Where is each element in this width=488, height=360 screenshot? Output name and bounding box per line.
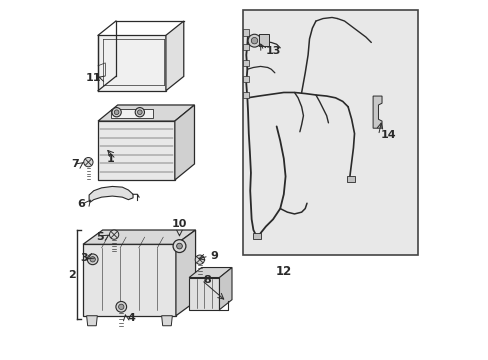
- Polygon shape: [98, 105, 194, 121]
- Circle shape: [83, 157, 93, 167]
- Bar: [243, 29, 248, 36]
- Text: 12: 12: [275, 265, 291, 278]
- Polygon shape: [189, 278, 219, 310]
- Text: 14: 14: [380, 130, 395, 140]
- Circle shape: [116, 301, 126, 312]
- Circle shape: [135, 108, 144, 117]
- Text: 9: 9: [210, 251, 218, 261]
- Polygon shape: [86, 316, 97, 326]
- Circle shape: [137, 110, 142, 114]
- Text: 2: 2: [68, 270, 76, 280]
- Circle shape: [87, 254, 98, 265]
- Bar: [243, 76, 248, 82]
- Text: 13: 13: [265, 46, 281, 56]
- Text: 4: 4: [127, 313, 135, 323]
- Bar: [253, 233, 261, 239]
- Circle shape: [176, 243, 182, 249]
- Polygon shape: [83, 244, 176, 316]
- Circle shape: [247, 34, 261, 47]
- Text: 10: 10: [171, 219, 187, 229]
- Text: 6: 6: [78, 199, 85, 209]
- Text: 5: 5: [96, 232, 103, 242]
- Polygon shape: [219, 267, 231, 310]
- Polygon shape: [189, 267, 231, 278]
- Bar: [243, 60, 248, 66]
- Circle shape: [118, 304, 123, 310]
- Bar: [258, 34, 268, 46]
- Text: 3: 3: [81, 252, 88, 262]
- Circle shape: [195, 255, 204, 264]
- Bar: [111, 109, 153, 118]
- Circle shape: [90, 257, 95, 262]
- Polygon shape: [83, 230, 195, 244]
- Polygon shape: [165, 21, 183, 91]
- Bar: [346, 176, 354, 182]
- Text: 11: 11: [85, 73, 101, 83]
- Bar: [243, 44, 248, 50]
- Text: 1: 1: [106, 154, 114, 164]
- Bar: [243, 92, 248, 98]
- Circle shape: [109, 230, 119, 239]
- Bar: [242, 10, 417, 255]
- Polygon shape: [89, 186, 133, 202]
- Circle shape: [112, 108, 121, 117]
- Polygon shape: [176, 230, 195, 316]
- Polygon shape: [98, 121, 175, 180]
- Circle shape: [114, 110, 119, 114]
- Circle shape: [173, 240, 185, 252]
- Circle shape: [251, 37, 257, 44]
- Polygon shape: [162, 316, 172, 326]
- Text: 7: 7: [72, 159, 80, 169]
- Polygon shape: [372, 96, 381, 128]
- Polygon shape: [175, 105, 194, 180]
- Polygon shape: [98, 35, 165, 91]
- Text: 8: 8: [203, 275, 211, 285]
